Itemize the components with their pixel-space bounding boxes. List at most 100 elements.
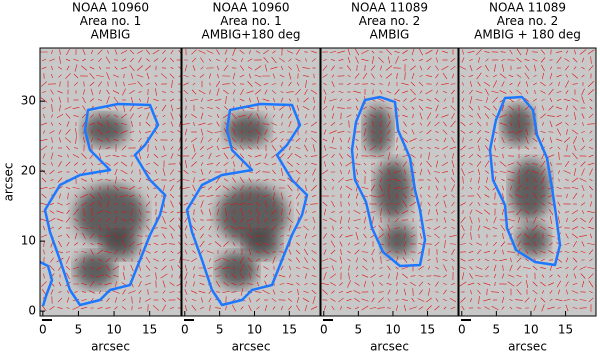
field-vector — [526, 194, 528, 198]
field-vector — [271, 225, 277, 231]
field-vector — [233, 210, 235, 214]
field-vector — [590, 56, 592, 64]
field-vector — [532, 163, 538, 165]
field-vector — [502, 249, 504, 255]
field-vector — [547, 282, 555, 286]
field-vector — [540, 266, 546, 270]
field-vector — [419, 162, 423, 166]
field-vector — [354, 249, 360, 255]
field-vector — [232, 128, 236, 136]
field-vector — [387, 146, 391, 150]
field-vector — [355, 274, 359, 278]
field-vector — [492, 97, 498, 103]
field-vector — [427, 179, 431, 181]
field-vector — [254, 89, 262, 95]
field-vector — [582, 122, 584, 126]
contour — [185, 102, 309, 307]
field-vector — [451, 258, 455, 262]
field-vector — [566, 129, 568, 135]
field-vector — [66, 121, 70, 127]
field-vector — [138, 218, 142, 222]
field-vector — [240, 208, 244, 216]
field-vector — [96, 75, 104, 77]
field-vector — [492, 259, 498, 261]
field-vector — [442, 129, 448, 135]
field-vector — [581, 184, 585, 192]
field-vector — [264, 106, 268, 110]
field-vector — [493, 273, 497, 279]
field-vector — [184, 280, 188, 288]
field-vector — [507, 162, 515, 166]
field-vector — [566, 193, 568, 199]
field-vector — [262, 289, 270, 295]
field-vector — [515, 299, 523, 301]
field-vector — [370, 179, 376, 181]
field-vector — [272, 50, 276, 54]
magnetogram — [459, 48, 596, 316]
field-vector — [371, 297, 375, 303]
field-vector — [272, 251, 276, 253]
field-vector — [169, 282, 175, 286]
field-vector — [541, 290, 545, 294]
field-vector — [81, 218, 87, 222]
field-vector — [59, 104, 61, 112]
field-vector — [114, 168, 118, 176]
field-vector — [191, 225, 197, 231]
field-vector — [154, 106, 158, 110]
field-vector — [499, 73, 507, 79]
field-vector — [588, 113, 594, 119]
field-vector — [231, 58, 237, 62]
field-vector — [311, 162, 317, 166]
field-vector — [441, 83, 449, 85]
field-vector — [532, 281, 538, 287]
field-vector — [139, 265, 141, 271]
field-vector — [425, 219, 433, 221]
x-tick-label: 5 — [493, 323, 501, 337]
field-vector — [443, 137, 447, 143]
field-vector — [74, 202, 78, 206]
field-vector — [89, 66, 95, 70]
field-vector — [254, 291, 262, 293]
field-vector — [129, 104, 135, 112]
field-vector — [572, 217, 578, 223]
field-vector — [566, 105, 568, 111]
field-vector — [208, 152, 212, 160]
field-vector — [145, 256, 151, 264]
field-vector — [572, 307, 578, 309]
field-vector — [147, 144, 149, 152]
field-vector — [222, 257, 230, 263]
field-vector — [395, 56, 399, 64]
field-vector — [572, 136, 578, 144]
field-vector — [271, 209, 277, 215]
field-vector — [223, 105, 229, 111]
field-vector — [450, 105, 456, 111]
field-vector — [138, 114, 142, 118]
field-vector — [523, 266, 531, 270]
field-vector — [40, 97, 48, 103]
field-vector — [305, 185, 307, 191]
field-vector — [428, 288, 430, 296]
field-vector — [443, 121, 447, 127]
field-vector — [240, 58, 244, 62]
field-vector — [354, 298, 360, 302]
field-vector — [540, 218, 546, 222]
field-vector — [588, 65, 594, 71]
field-vector — [371, 257, 375, 263]
field-vector — [393, 98, 401, 102]
field-vector — [43, 241, 45, 247]
field-vector — [469, 122, 473, 126]
field-vector — [507, 274, 515, 278]
field-vector — [255, 258, 261, 262]
field-vector — [371, 139, 375, 141]
field-vector — [477, 193, 481, 199]
field-vector — [160, 273, 168, 279]
field-vector — [130, 57, 134, 63]
field-vector — [184, 160, 188, 168]
field-vector — [272, 289, 276, 295]
field-vector — [435, 298, 439, 302]
field-vector — [82, 274, 86, 278]
field-vector — [162, 290, 166, 294]
field-vector — [304, 233, 308, 239]
field-vector — [51, 137, 53, 143]
field-vector — [67, 154, 69, 158]
